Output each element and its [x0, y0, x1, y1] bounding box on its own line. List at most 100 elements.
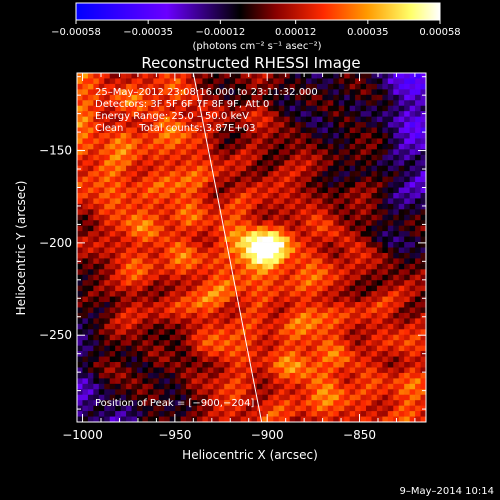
heatmap-pixel: [147, 176, 154, 183]
heatmap-pixel: [207, 225, 214, 232]
heatmap-pixel: [387, 307, 394, 314]
heatmap-pixel: [82, 405, 89, 412]
heatmap-pixel: [404, 187, 410, 194]
heatmap-pixel: [109, 149, 116, 156]
heatmap-pixel: [191, 209, 198, 216]
heatmap-pixel: [147, 192, 154, 199]
heatmap-pixel: [229, 220, 236, 227]
heatmap-pixel: [366, 122, 372, 128]
heatmap-pixel: [262, 165, 269, 172]
heatmap-pixel: [87, 171, 94, 177]
heatmap-pixel: [191, 192, 198, 199]
heatmap-pixel: [142, 312, 149, 319]
heatmap-pixel: [333, 198, 340, 205]
heatmap-pixel: [295, 187, 301, 194]
heatmap-pixel: [393, 372, 400, 379]
heatmap-pixel: [322, 258, 329, 265]
heatmap-pixel: [267, 280, 274, 287]
heatmap-pixel: [175, 132, 181, 139]
heatmap-pixel: [420, 116, 426, 123]
heatmap-pixel: [153, 236, 160, 243]
heatmap-pixel: [218, 225, 225, 232]
heatmap-pixel: [235, 209, 241, 216]
heatmap-pixel: [371, 416, 378, 422]
heatmap-pixel: [415, 203, 421, 210]
heatmap-pixel: [398, 252, 405, 259]
heatmap-pixel: [420, 394, 426, 401]
heatmap-pixel: [246, 116, 252, 123]
heatmap-pixel: [235, 182, 241, 188]
heatmap-pixel: [77, 192, 83, 199]
heatmap-pixel: [393, 345, 400, 352]
heatmap-pixel: [109, 307, 116, 314]
heatmap-pixel: [306, 116, 312, 123]
heatmap-pixel: [387, 100, 394, 107]
heatmap-pixel: [262, 389, 269, 396]
heatmap-pixel: [306, 280, 312, 287]
heatmap-pixel: [273, 334, 280, 341]
heatmap-pixel: [235, 94, 241, 101]
heatmap-pixel: [311, 111, 318, 117]
heatmap-pixel: [191, 138, 198, 145]
heatmap-pixel: [371, 198, 378, 205]
heatmap-pixel: [300, 329, 307, 336]
heatmap-pixel: [224, 198, 231, 205]
heatmap-pixel: [306, 291, 312, 297]
heatmap-pixel: [158, 252, 165, 259]
heatmap-pixel: [360, 154, 367, 161]
heatmap-pixel: [251, 100, 258, 107]
heatmap-pixel: [126, 351, 132, 357]
heatmap-pixel: [77, 149, 83, 156]
heatmap-pixel: [93, 242, 100, 248]
heatmap-pixel: [382, 280, 389, 287]
heatmap-pixel: [267, 111, 274, 117]
heatmap-pixel: [136, 318, 143, 325]
heatmap-pixel: [202, 329, 209, 336]
heatmap-pixel: [387, 182, 394, 188]
heatmap-pixel: [256, 171, 263, 177]
heatmap-pixel: [164, 400, 171, 406]
heatmap-pixel: [180, 116, 187, 123]
heatmap-pixel: [202, 78, 209, 85]
heatmap-pixel: [376, 89, 383, 96]
heatmap-pixel: [256, 356, 263, 363]
heatmap-pixel: [409, 394, 416, 401]
heatmap-pixel: [131, 132, 138, 139]
heatmap-pixel: [333, 383, 340, 390]
heatmap-pixel: [409, 198, 416, 205]
heatmap-pixel: [333, 285, 340, 292]
heatmap-pixel: [240, 291, 247, 297]
heatmap-pixel: [404, 143, 410, 150]
heatmap-pixel: [136, 405, 143, 412]
heatmap-pixel: [142, 405, 149, 412]
heatmap-pixel: [186, 263, 192, 270]
heatmap-pixel: [289, 285, 296, 292]
heatmap-pixel: [289, 367, 296, 374]
heatmap-pixel: [409, 383, 416, 390]
heatmap-pixel: [338, 269, 345, 276]
heatmap-pixel: [284, 312, 291, 319]
heatmap-pixel: [306, 171, 312, 177]
heatmap-pixel: [404, 285, 410, 292]
heatmap-pixel: [77, 329, 83, 336]
heatmap-pixel: [262, 252, 269, 259]
heatmap-pixel: [273, 372, 280, 379]
heatmap-pixel: [355, 367, 361, 374]
heatmap-pixel: [120, 383, 127, 390]
heatmap-pixel: [404, 78, 410, 85]
heatmap-pixel: [191, 171, 198, 177]
heatmap-pixel: [109, 127, 116, 134]
heatmap-pixel: [82, 263, 89, 270]
heatmap-pixel: [366, 307, 372, 314]
heatmap-pixel: [235, 171, 241, 177]
heatmap-pixel: [77, 154, 83, 161]
colorbar-tick-label: −0.00035: [123, 27, 173, 38]
heatmap-pixel: [306, 198, 312, 205]
heatmap-pixel: [322, 122, 329, 128]
heatmap-pixel: [273, 307, 280, 314]
heatmap-pixel: [229, 214, 236, 221]
heatmap-pixel: [311, 209, 318, 216]
heatmap-pixel: [256, 285, 263, 292]
heatmap-pixel: [240, 252, 247, 259]
heatmap-pixel: [322, 111, 329, 117]
